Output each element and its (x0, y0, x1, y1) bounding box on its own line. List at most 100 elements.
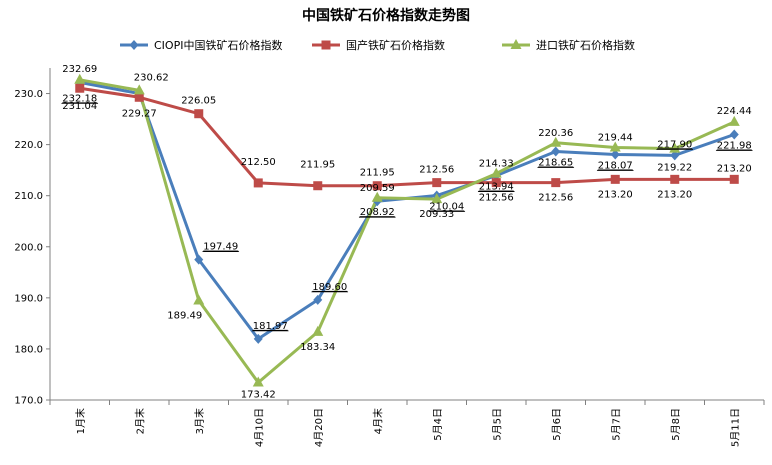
data-point-square (670, 174, 680, 184)
y-tick-label: 170.0 (14, 396, 43, 407)
series-line-3 (79, 78, 735, 385)
series-lines (79, 78, 735, 385)
data-point-square (729, 174, 739, 184)
x-category-label: 5月11日 (729, 408, 741, 447)
data-point-diamond (313, 294, 323, 305)
series-line-1 (79, 80, 735, 341)
data-label: 213.20 (657, 189, 692, 200)
x-category-label: 5月5日 (491, 408, 503, 441)
x-category-label: 4月20日 (313, 408, 325, 447)
data-point-diamond (194, 254, 204, 265)
data-label: 189.60 (312, 282, 347, 293)
data-label: 214.33 (479, 159, 514, 170)
x-category-label: 3月末 (193, 408, 206, 434)
data-point-triangle (431, 193, 443, 204)
data-point-square (194, 109, 204, 119)
legend-entry-label: 进口铁矿石价格指数 (536, 38, 635, 52)
data-label: 232.18 (62, 93, 97, 104)
data-point-square (491, 178, 501, 188)
data-point-triangle (74, 73, 86, 84)
data-label: 217.90 (657, 139, 692, 150)
data-label: 219.22 (657, 163, 692, 174)
data-label: 212.56 (479, 193, 514, 204)
data-label: 221.98 (717, 141, 752, 152)
axes: 170.0 180.0 190.0 200.0 210.0 220.0 230.0 1月末 2月… (14, 68, 765, 447)
data-point-square (372, 181, 382, 191)
data-point-diamond (129, 40, 139, 50)
data-point-triangle (133, 84, 145, 95)
y-tick-label: 190.0 (14, 293, 43, 304)
y-tick-label: 180.0 (14, 344, 43, 355)
data-point-diamond (253, 333, 263, 344)
data-point-square (313, 181, 323, 191)
data-label: 209.33 (419, 209, 454, 220)
data-label: 209.59 (360, 183, 395, 194)
y-tick-label: 200.0 (14, 242, 43, 253)
data-label: 208.92 (360, 207, 395, 218)
legend-entry-label: CIOPI中国铁矿石价格指数 (154, 38, 282, 52)
data-label: 211.95 (300, 160, 335, 171)
data-label: 219.44 (598, 132, 633, 143)
data-point-square (432, 178, 442, 188)
data-label: 218.07 (598, 160, 633, 171)
legend-entry-label: 国产铁矿石价格指数 (346, 38, 445, 52)
data-label: 230.62 (134, 72, 169, 83)
series-markers (74, 73, 740, 387)
data-label: 213.94 (479, 182, 514, 193)
data-label: 183.34 (300, 342, 335, 353)
data-labels: 232.18 197.49 181.97 189.60 208.92 210.04 213.… (61, 64, 753, 401)
data-label: 218.65 (538, 158, 573, 169)
data-label: 212.56 (538, 193, 573, 204)
data-label: 220.36 (538, 128, 573, 139)
data-point-triangle (371, 191, 383, 202)
data-label: 232.69 (62, 64, 97, 75)
data-point-square (75, 83, 85, 93)
data-point-square (321, 40, 331, 50)
data-point-triangle (550, 136, 562, 147)
data-point-square (253, 178, 263, 188)
y-tick-label: 210.0 (14, 191, 43, 202)
data-point-diamond (729, 129, 739, 140)
y-tick-label: 230.0 (14, 89, 43, 100)
data-label: 229.27 (122, 108, 157, 119)
x-category-label: 5月7日 (610, 408, 622, 441)
data-label: 210.04 (429, 201, 464, 212)
series-line-2 (79, 86, 735, 188)
data-point-triangle (490, 167, 502, 178)
x-category-label: 2月末 (133, 408, 146, 434)
data-point-triangle (252, 376, 264, 387)
data-label: 197.49 (203, 242, 238, 253)
x-category-label: 5月6日 (551, 408, 563, 441)
data-label: 173.42 (241, 390, 276, 401)
data-label: 226.05 (181, 96, 216, 107)
data-label: 212.56 (419, 165, 454, 176)
data-label: 211.95 (360, 168, 395, 179)
x-category-label: 5月8日 (670, 408, 682, 441)
x-category-label: 1月末 (74, 408, 87, 434)
data-point-diamond (670, 150, 680, 161)
x-category-label: 4月末 (371, 408, 384, 434)
data-point-triangle (193, 294, 205, 305)
chart-title: 中国铁矿石价格指数走势图 (302, 7, 470, 24)
data-label: 213.20 (717, 163, 752, 174)
data-point-triangle (669, 142, 681, 153)
data-point-triangle (510, 39, 522, 49)
data-label: 181.97 (253, 321, 288, 332)
legend: CIOPI中国铁矿石价格指数 国产铁矿石价格指数 进口铁矿石价格指数 (120, 38, 635, 52)
data-point-triangle (728, 115, 740, 126)
data-label: 231.04 (62, 101, 97, 112)
data-point-triangle (609, 141, 621, 152)
data-label: 213.20 (598, 189, 633, 200)
y-tick-label: 220.0 (14, 140, 43, 151)
data-point-square (134, 92, 144, 102)
data-label: 212.50 (241, 157, 276, 168)
data-point-triangle (312, 325, 324, 336)
x-category-label: 4月10日 (253, 408, 265, 447)
data-point-diamond (610, 149, 620, 160)
data-label: 189.49 (167, 310, 202, 321)
data-point-square (551, 178, 561, 188)
data-point-diamond (551, 146, 561, 157)
data-point-square (610, 174, 620, 184)
